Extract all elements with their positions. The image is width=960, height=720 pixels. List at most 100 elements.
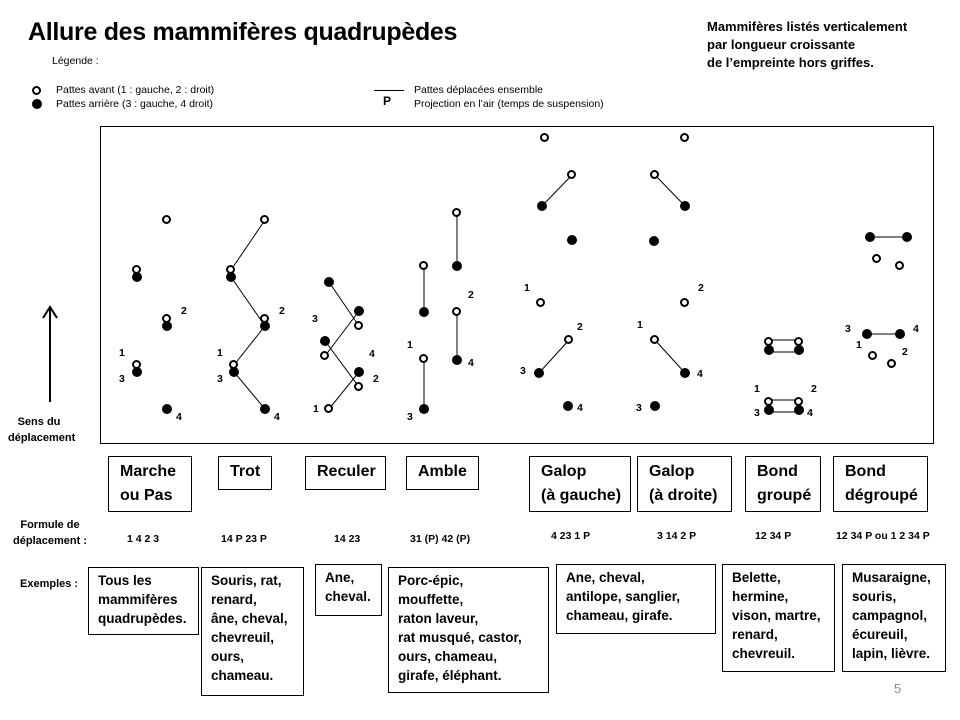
gait-1-front-paw-1	[162, 215, 171, 224]
gait-8-back-paw-2	[902, 232, 912, 242]
gait-6-front-paw-1	[680, 133, 689, 142]
gait-2-link-line-1	[230, 219, 266, 271]
gait-name-2: Trot	[218, 456, 272, 490]
legend-back-paws: Pattes arrière (3 : gauche, 4 droit)	[56, 98, 213, 110]
gait-examples-1: Tous les mammifères quadrupèdes.	[88, 567, 199, 635]
gait-2-paw-number-1: 1	[217, 347, 223, 359]
gait-6-paw-number-4: 4	[697, 368, 703, 380]
gait-8-front-paw-8	[887, 359, 896, 368]
gait-name-3: Reculer	[305, 456, 386, 490]
gait-5-paw-number-4: 4	[577, 402, 583, 414]
gait-6-paw-number-1: 1	[637, 319, 643, 331]
gait-1-back-paw-3	[132, 272, 142, 282]
gait-2-link-line-2	[230, 276, 266, 327]
legend-projection: Projection en l’air (temps de suspension…	[414, 98, 604, 110]
gait-examples-3: Ane, cheval.	[315, 564, 382, 616]
gait-4-back-paw-7	[452, 355, 462, 365]
gait-2-link-line-4	[233, 371, 266, 410]
gait-1-paw-number-4: 4	[176, 411, 182, 423]
gait-4-front-paw-2	[419, 261, 428, 270]
gait-5-back-paw-8	[563, 401, 573, 411]
examples-label: Exemples :	[20, 578, 79, 590]
gait-2-back-paw-7	[229, 367, 239, 377]
gait-8-back-paw-6	[895, 329, 905, 339]
gait-6-front-paw-2	[650, 170, 659, 179]
gait-formula-6: 3 14 2 P	[657, 530, 697, 542]
gait-5-paw-number-1: 1	[524, 282, 530, 294]
page-title: Allure des mammifères quadrupèdes	[28, 18, 458, 46]
gait-name-5: Galop (à gauche)	[529, 456, 631, 512]
gait-2-back-paw-5	[260, 321, 270, 331]
gait-6-front-paw-6	[650, 335, 659, 344]
gait-1-back-paw-5	[162, 321, 172, 331]
gait-5-link-line-1	[541, 174, 573, 207]
page-number: 5	[894, 681, 902, 696]
gait-8-front-paw-4	[895, 261, 904, 270]
diagram-frame	[100, 126, 934, 444]
front-paw-open-icon	[32, 86, 41, 95]
gait-4-front-paw-6	[419, 354, 428, 363]
gait-3-front-paw-7	[354, 382, 363, 391]
gait-formula-2: 14 P 23 P	[221, 533, 267, 545]
gait-formula-3: 14 23	[334, 533, 361, 545]
gait-3-paw-number-1: 1	[313, 403, 319, 415]
gait-1-back-paw-7	[132, 367, 142, 377]
gait-8-paw-number-4: 4	[913, 323, 919, 335]
legend-front-paws: Pattes avant (1 : gauche, 2 : droit)	[56, 84, 215, 96]
sorting-note: Mammifères listés verticalement par longu…	[707, 19, 908, 70]
gait-5-paw-number-2: 2	[577, 321, 583, 333]
gait-7-back-paw-7	[764, 405, 774, 415]
back-paw-filled-icon	[32, 99, 42, 109]
gait-7-paw-number-2: 2	[811, 383, 817, 395]
gait-6-paw-number-2: 2	[698, 282, 704, 294]
legend-together: Pattes déplacées ensemble	[414, 84, 543, 96]
gait-6-link-line-1	[654, 174, 686, 207]
gait-5-front-paw-1	[540, 133, 549, 142]
gait-3-link-line-2	[324, 310, 360, 357]
gait-7-paw-number-1: 1	[754, 383, 760, 395]
gait-4-paw-number-2: 2	[468, 289, 474, 301]
gait-3-front-paw-3	[354, 321, 363, 330]
gait-5-back-paw-7	[534, 368, 544, 378]
gait-2-link-line-3	[233, 325, 266, 366]
gait-5-paw-number-3: 3	[520, 365, 526, 377]
gait-formula-4: 31 (P) 42 (P)	[410, 533, 471, 545]
gait-6-back-paw-7	[680, 368, 690, 378]
gait-4-paw-number-3: 3	[407, 411, 413, 423]
gait-4-front-paw-5	[452, 307, 461, 316]
gait-name-1: Marche ou Pas	[108, 456, 192, 512]
gait-3-paw-number-4: 4	[369, 348, 375, 360]
gait-7-back-paw-3	[764, 345, 774, 355]
gait-4-front-paw-1	[452, 208, 461, 217]
gait-4-back-paw-3	[452, 261, 462, 271]
gait-name-4: Amble	[406, 456, 479, 490]
gait-examples-7: Belette, hermine, vison, martre, renard,…	[722, 564, 835, 672]
gait-2-front-paw-1	[260, 215, 269, 224]
gait-formula-5: 4 23 1 P	[551, 530, 591, 542]
gait-5-front-paw-2	[567, 170, 576, 179]
gait-name-7: Bond groupé	[745, 456, 821, 512]
gait-2-paw-number-4: 4	[274, 411, 280, 423]
gait-5-link-line-2	[538, 339, 570, 374]
gait-3-back-paw-2	[354, 306, 364, 316]
gait-4-paw-number-4: 4	[468, 357, 474, 369]
gait-1-paw-number-3: 3	[119, 373, 125, 385]
gait-2-back-paw-3	[226, 272, 236, 282]
formula-label: Formule de déplacement :	[13, 519, 87, 547]
gait-2-paw-number-3: 3	[217, 373, 223, 385]
gait-6-back-paw-3	[680, 201, 690, 211]
gait-3-front-paw-5	[320, 351, 329, 360]
legend-title: Légende :	[52, 55, 99, 67]
gait-7-paw-number-4: 4	[807, 407, 813, 419]
gait-examples-4: Porc-épic, mouffette, raton laveur, rat …	[388, 567, 549, 693]
gait-formula-1: 1 4 2 3	[127, 533, 160, 545]
gait-7-paw-number-3: 3	[754, 407, 760, 419]
gait-3-paw-number-2: 2	[373, 373, 379, 385]
gait-3-back-paw-4	[320, 336, 330, 346]
gait-6-back-paw-8	[650, 401, 660, 411]
gait-3-paw-number-3: 3	[312, 313, 318, 325]
gait-examples-8: Musaraigne, souris, campagnol, écureuil,…	[842, 564, 946, 672]
gait-3-link-line-1	[328, 281, 360, 327]
gait-3-back-paw-1	[324, 277, 334, 287]
